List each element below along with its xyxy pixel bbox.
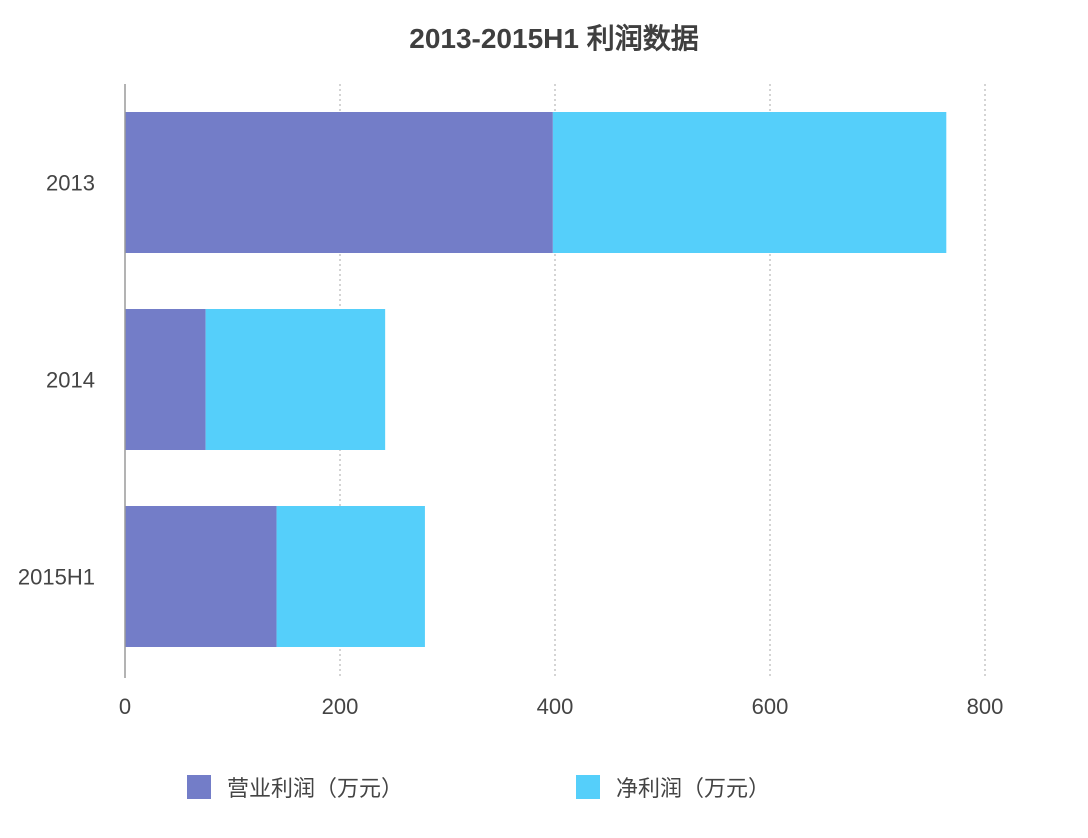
y-tick-label: 2015H1 [18,565,95,590]
bar-2013-series-1 [125,112,553,253]
x-tick-label: 200 [322,694,359,719]
legend-swatch [576,775,600,799]
x-tick-label: 800 [967,694,1004,719]
bar-2014-series-1 [125,309,206,450]
y-tick-labels: 2013 2014 2015H1 [18,171,95,590]
bar-2015H1-series-1 [125,506,277,647]
bar-2013-series-2 [552,112,947,253]
legend-label: 净利润（万元） [616,777,770,802]
legend: 营业利润（万元） 净利润（万元） [187,775,770,802]
bar-2015H1-series-2 [276,506,425,647]
y-tick-label: 2014 [46,368,95,393]
bar-2014-series-2 [205,309,386,450]
legend-item[interactable]: 净利润（万元） [576,775,770,802]
x-tick-label: 0 [119,694,131,719]
legend-item[interactable]: 营业利润（万元） [187,775,403,802]
x-tick-label: 600 [752,694,789,719]
x-tick-label: 400 [537,694,574,719]
chart-title: 2013-2015H1 利润数据 [409,22,698,54]
y-tick-label: 2013 [46,171,95,196]
legend-label: 营业利润（万元） [227,777,403,802]
x-tick-labels: 0 200 400 600 800 [119,694,1003,719]
legend-swatch [187,775,211,799]
bar-layer [125,112,947,647]
